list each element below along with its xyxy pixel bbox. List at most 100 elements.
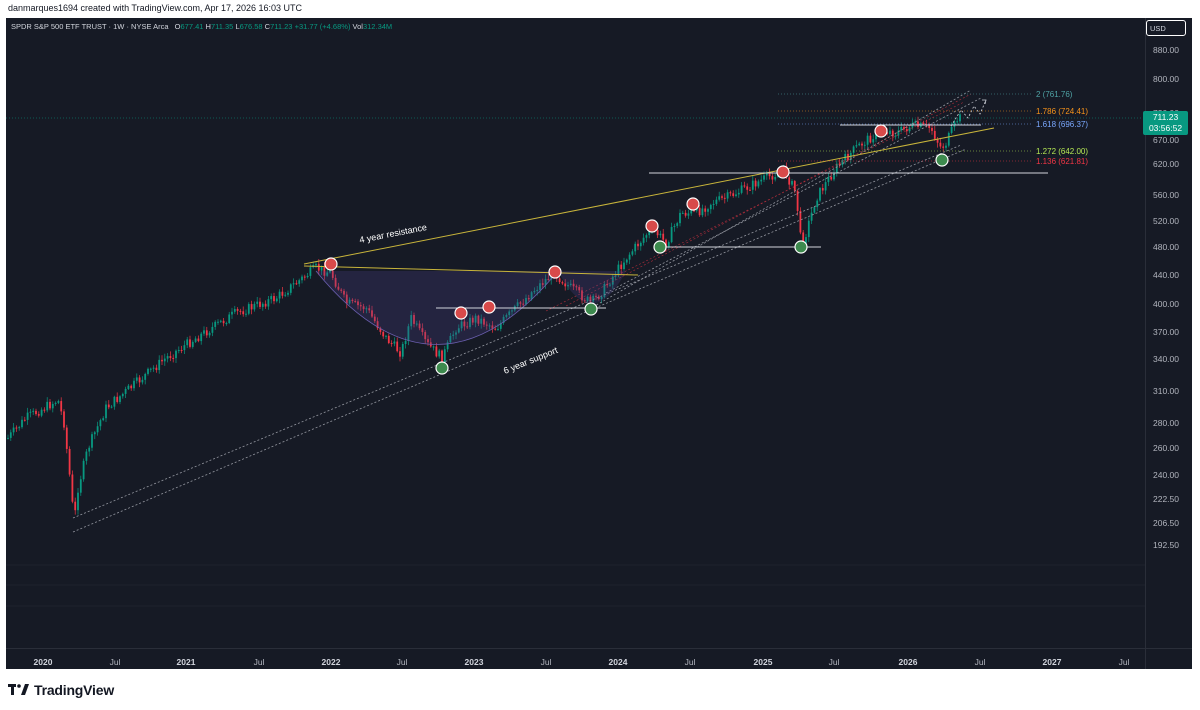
candle-body (569, 283, 572, 286)
candle-body (239, 310, 242, 312)
symbol-name[interactable]: SPDR S&P 500 ETF TRUST · 1W · NYSE Arca (11, 22, 169, 31)
time-tick: 2024 (608, 657, 628, 667)
candle-body (928, 124, 931, 128)
candle-body (242, 311, 245, 315)
candle-body (914, 121, 917, 123)
candle-body (600, 296, 603, 299)
handle-pattern (558, 271, 626, 304)
candle-body (340, 289, 343, 291)
candle-body (43, 409, 46, 411)
candle-body (819, 188, 821, 201)
candle-body (527, 298, 530, 300)
candle-body (561, 282, 564, 284)
candle-body (583, 300, 586, 302)
candle-body (82, 460, 85, 480)
high-value: 711.35 (210, 22, 234, 31)
candle-body (222, 320, 225, 324)
candle-body (309, 267, 312, 276)
neckline-trendline (303, 265, 639, 276)
candle-body (301, 276, 303, 281)
candle-body (634, 243, 637, 252)
candle-body (15, 427, 18, 429)
candle-body (642, 237, 645, 243)
price-tick: 620.00 (1153, 159, 1179, 169)
candle-body (667, 242, 670, 248)
candle-body (852, 146, 855, 153)
time-tick: Jul (396, 657, 408, 667)
candle-body (180, 350, 183, 352)
candle-body (29, 411, 32, 413)
candle-body (956, 121, 959, 123)
candle-body (740, 185, 743, 193)
candle-body (225, 323, 228, 325)
candle-body (105, 404, 107, 419)
candle-body (245, 313, 247, 315)
candle-body (329, 270, 331, 273)
candle-body (751, 180, 754, 190)
candle-body (203, 330, 205, 334)
candle-body (816, 200, 819, 208)
candle-body (735, 194, 737, 196)
candle-body (261, 303, 264, 307)
candle-body (502, 316, 505, 323)
low-value: 676.58 (239, 22, 263, 31)
candle-body (522, 303, 525, 305)
candle-body (113, 396, 116, 407)
tradingview-logo[interactable]: TradingView (8, 682, 114, 698)
candle-body (348, 299, 351, 304)
candle-body (23, 419, 26, 421)
candle-body (726, 192, 729, 199)
candle-body (858, 143, 861, 146)
candle-body (597, 296, 600, 299)
candle-body (564, 283, 567, 287)
price-tick: 800.00 (1153, 74, 1179, 84)
candle-body (869, 135, 872, 143)
candle-body (385, 335, 387, 337)
price-chart[interactable]: 2 (761.76) 1.786 (724.41) 1.618 (696.37)… (6, 18, 1192, 669)
candle-body (289, 284, 292, 293)
candle-body (718, 196, 721, 200)
candle-body (264, 303, 267, 307)
candle-body (362, 306, 365, 310)
price-scale-divider (1145, 18, 1146, 669)
candle-body (51, 403, 54, 409)
candle-body (194, 338, 197, 342)
candle-body (303, 276, 306, 278)
candle-body (813, 207, 816, 213)
candle-body (505, 315, 508, 317)
candle-body (623, 262, 625, 270)
candle-body (407, 326, 410, 341)
candle-body (765, 172, 768, 176)
candle-body (77, 492, 79, 511)
time-tick: 2020 (33, 657, 53, 667)
last-price-value: 711.23 (1152, 112, 1179, 122)
candle-body (371, 310, 373, 317)
candle-body (155, 367, 158, 371)
time-tick: Jul (540, 657, 552, 667)
time-tick: 2022 (321, 657, 341, 667)
candle-body (74, 501, 77, 511)
candle-body (432, 346, 435, 348)
fib-level-1786: 1.786 (724.41) (1036, 107, 1088, 116)
candle-body (158, 359, 161, 371)
price-tick: 880.00 (1153, 45, 1179, 55)
pivot-high-marker (776, 165, 790, 179)
pivot-high-marker (645, 219, 659, 233)
high-label: H (205, 22, 211, 31)
fib-level-1272: 1.272 (642.00) (1036, 147, 1088, 156)
candle-body (516, 302, 519, 306)
candle-body (749, 189, 751, 191)
candle-body (233, 309, 236, 312)
candle-body (65, 427, 68, 449)
candle-body (46, 401, 49, 411)
candle-body (435, 346, 438, 357)
candle-body (217, 321, 219, 323)
time-axis-divider (6, 648, 1192, 649)
currency-selector[interactable]: USD (1146, 20, 1186, 36)
candle-body (152, 367, 155, 369)
chart-pane[interactable]: 2 (761.76) 1.786 (724.41) 1.618 (696.37)… (6, 18, 1192, 669)
candle-body (93, 432, 96, 435)
candle-body (693, 210, 695, 212)
time-tick: 2021 (176, 657, 196, 667)
volume-value: 312.34M (362, 22, 393, 31)
